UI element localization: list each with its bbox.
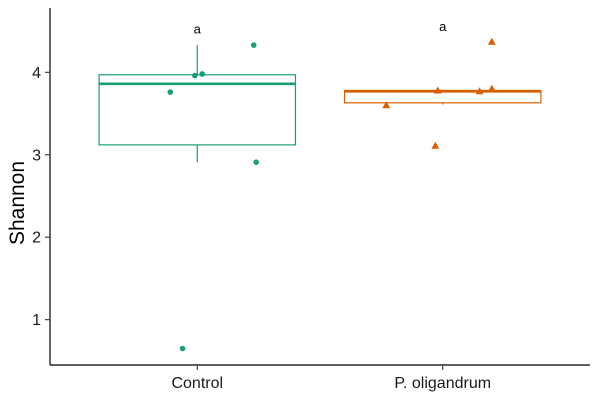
- data-point: [487, 84, 496, 92]
- data-point: [475, 87, 484, 95]
- y-tick-label: 1: [32, 312, 41, 329]
- data-point: [192, 72, 198, 79]
- data-point: [431, 141, 440, 149]
- significance-label: a: [439, 19, 447, 34]
- box: [98, 74, 297, 146]
- data-point: [179, 345, 186, 352]
- axes: 1 2 3 4 Control P. oligandrum: [32, 8, 590, 392]
- data-point: [433, 86, 442, 94]
- data-point: [382, 101, 391, 109]
- significance-label: a: [194, 21, 202, 36]
- y-tick-label: 4: [32, 65, 41, 82]
- x-tick-label: P. oligandrum: [394, 375, 491, 392]
- y-tick-label: 3: [32, 147, 41, 164]
- data-point: [487, 37, 496, 45]
- data-point: [250, 42, 257, 48]
- y-tick-label: 2: [32, 230, 41, 247]
- y-axis-title: Shannon: [6, 161, 29, 245]
- x-tick-label: Control: [171, 375, 223, 392]
- data-point: [253, 159, 259, 165]
- data-point: [199, 71, 205, 77]
- data-point: [167, 89, 174, 95]
